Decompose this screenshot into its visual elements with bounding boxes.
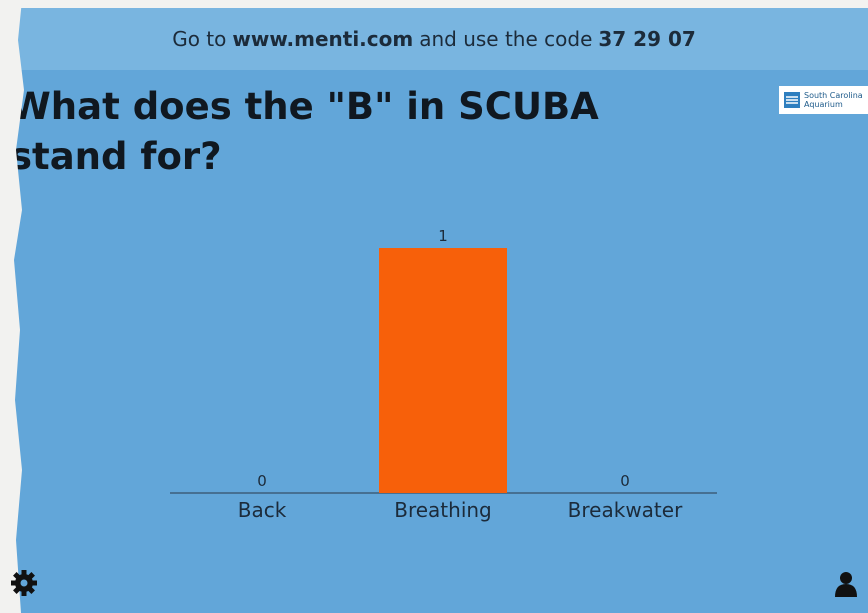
- top-edge: [0, 0, 868, 8]
- category-label: Breakwater: [568, 498, 683, 522]
- category-label: Back: [238, 498, 287, 522]
- user-icon[interactable]: [835, 572, 857, 597]
- value-label: 1: [438, 227, 448, 245]
- category-label: Breathing: [394, 498, 492, 522]
- settings-icon[interactable]: [11, 570, 37, 596]
- paper-edge: [0, 0, 24, 613]
- chart: 0 Back 1 Breathing 0 Breakwater: [0, 0, 868, 613]
- value-label: 0: [257, 472, 267, 490]
- slide: Go to www.menti.com and use the code 37 …: [0, 0, 868, 613]
- bar: [379, 248, 507, 493]
- value-label: 0: [620, 472, 630, 490]
